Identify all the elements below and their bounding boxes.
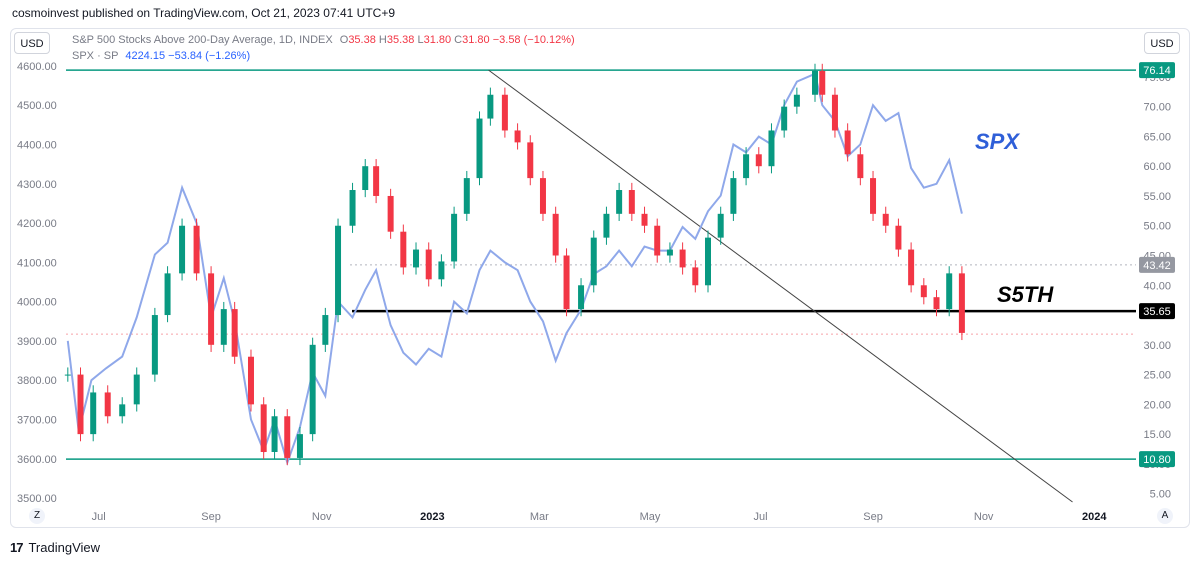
high-value: 35.38: [386, 34, 415, 46]
main-series-legend: S&P 500 Stocks Above 200-Day Average, 1D…: [72, 34, 575, 46]
low-label: L: [417, 34, 424, 46]
close-value: 31.80: [462, 34, 490, 46]
tradingview-logo-icon: 17: [10, 540, 24, 555]
open-value: 35.38: [348, 34, 376, 46]
low-value: 31.80: [423, 34, 452, 46]
auto-scale-button[interactable]: A: [1157, 508, 1173, 524]
spx-symbol: SPX · SP: [72, 50, 119, 62]
spx-change: −53.84 (−1.26%): [168, 50, 251, 62]
main-symbol: S&P 500 Stocks Above 200-Day Average, 1D…: [72, 34, 333, 46]
right-currency-button[interactable]: USD: [1144, 32, 1180, 54]
high-label: H: [378, 34, 387, 46]
spx-value: 4224.15: [125, 50, 166, 62]
publish-info: cosmoinvest published on TradingView.com…: [12, 6, 395, 20]
spx-legend: SPX · SP 4224.15 −53.84 (−1.26%): [72, 50, 250, 62]
chart-panel[interactable]: [10, 28, 1190, 528]
footer-brand: TradingView: [28, 540, 101, 555]
left-currency-button[interactable]: USD: [14, 32, 50, 54]
footer: 17 TradingView: [10, 540, 100, 555]
close-label: C: [454, 34, 463, 46]
open-label: O: [339, 34, 349, 46]
zoom-button[interactable]: Z: [29, 508, 45, 524]
change-value: −3.58 (−10.12%): [492, 34, 575, 46]
